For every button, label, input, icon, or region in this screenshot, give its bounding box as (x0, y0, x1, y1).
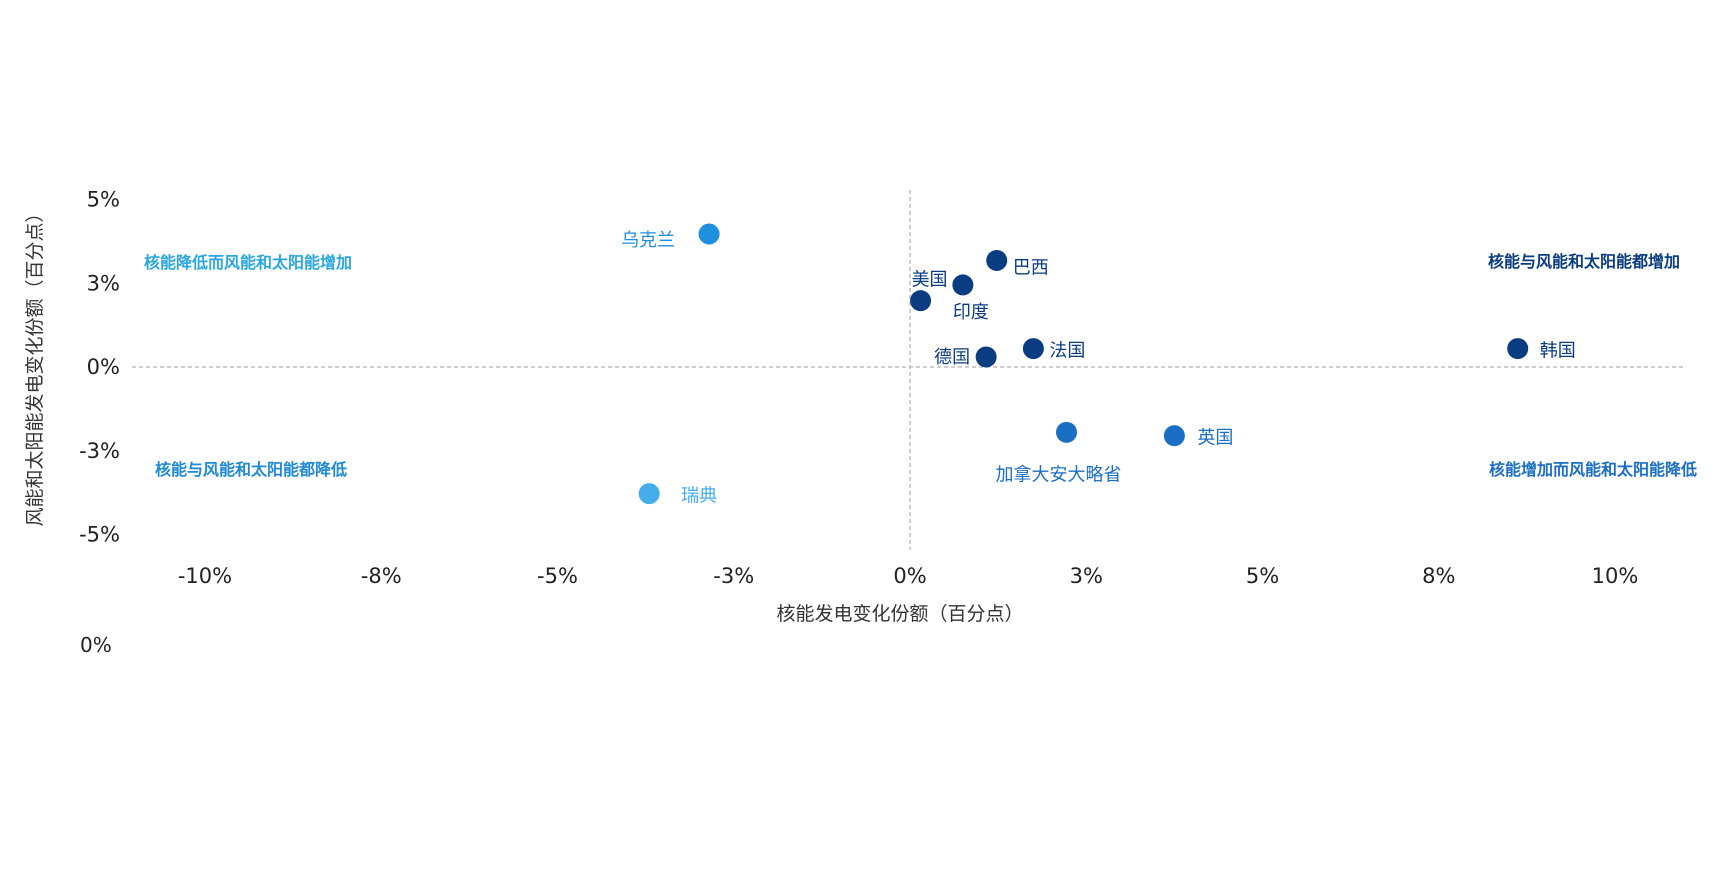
data-point (1022, 338, 1044, 360)
x-tick-label: 10% (1592, 564, 1639, 588)
x-tick-label: -8% (361, 564, 402, 588)
data-point (986, 249, 1008, 271)
quadrant-label: 核能与风能和太阳能都降低 (155, 460, 347, 479)
point-label: 韩国 (1540, 341, 1576, 362)
y-tick-label: 3% (87, 271, 120, 295)
reference-lines (132, 190, 1685, 550)
point-label: 印度 (953, 302, 989, 323)
data-point (638, 483, 660, 505)
quadrant-label: 核能增加而风能和太阳能降低 (1489, 460, 1697, 479)
x-tick-label: 8% (1422, 564, 1455, 588)
quadrant-label: 核能与风能和太阳能都增加 (1488, 252, 1680, 271)
point-label: 加拿大安大略省 (996, 463, 1122, 485)
data-point (952, 274, 974, 296)
x-tick-label: 0% (893, 564, 926, 588)
point-label: 美国 (912, 270, 948, 291)
point-label: 乌克兰 (621, 230, 675, 251)
y-axis-ticks: 5% 3% 0% -3% -5% (79, 188, 120, 547)
data-point (1507, 338, 1529, 360)
data-point (910, 290, 932, 312)
x-tick-label: 3% (1070, 564, 1103, 588)
data-point (975, 346, 997, 368)
y-tick-label: -5% (79, 523, 120, 547)
y-tick-label: 0% (87, 355, 120, 379)
y-tick-label: 5% (87, 188, 120, 212)
point-label: 英国 (1197, 428, 1233, 449)
point-label: 瑞典 (681, 486, 717, 507)
extra-axis-label: 0% (80, 633, 112, 657)
x-tick-label: 5% (1246, 564, 1279, 588)
point-label: 德国 (934, 347, 970, 368)
data-point (1056, 421, 1078, 443)
data-points (638, 223, 1529, 505)
data-point (1163, 425, 1185, 447)
x-tick-label: -5% (537, 564, 578, 588)
point-label: 巴西 (1013, 257, 1049, 278)
quadrant-label: 核能降低而风能和太阳能增加 (144, 253, 352, 272)
data-point (698, 223, 720, 245)
x-tick-label: -3% (713, 564, 754, 588)
y-axis-title: 风能和太阳能发电变化份额（百分点） (24, 203, 46, 526)
y-tick-label: -3% (79, 439, 120, 463)
point-label: 法国 (1049, 341, 1085, 362)
x-tick-label: -10% (178, 564, 232, 588)
x-axis-title: 核能发电变化份额（百分点） (776, 603, 1023, 625)
x-axis-ticks: -10% -8% -5% -3% 0% 3% 5% 8% 10% (178, 564, 1638, 588)
